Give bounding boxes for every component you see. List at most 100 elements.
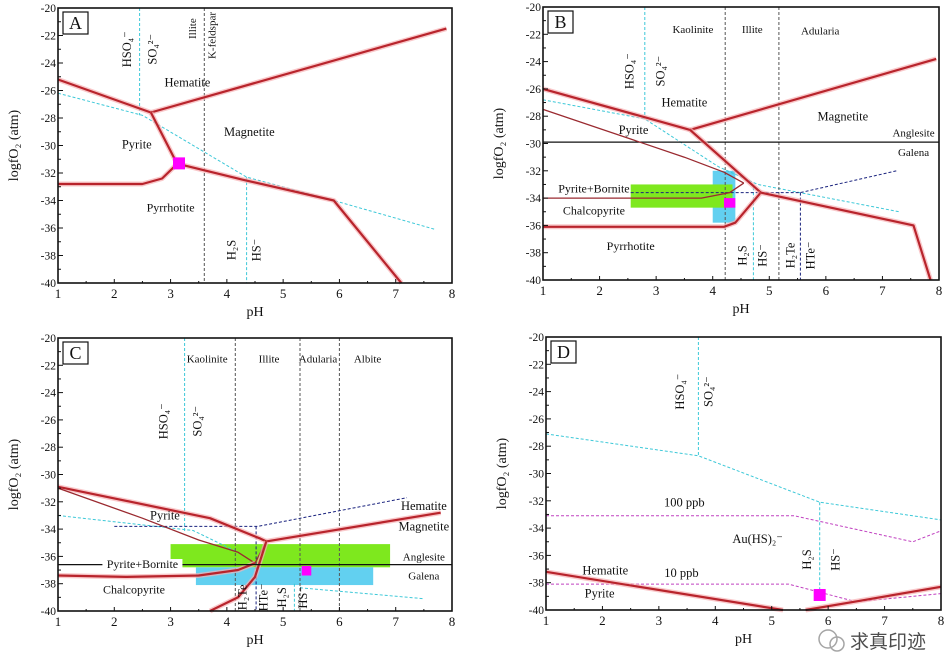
region-label: H₂S <box>736 245 750 265</box>
region-label: Magnetite <box>817 109 868 123</box>
region-label: Kaolinite <box>187 354 228 366</box>
y-tick-label: -26 <box>41 415 57 427</box>
region-label: HSO₄⁻ <box>673 374 687 410</box>
y-tick-label: -38 <box>529 578 545 590</box>
region-label: Magnetite <box>224 125 275 139</box>
region-label: Pyrite <box>122 137 152 151</box>
y-tick-label: -24 <box>529 387 545 399</box>
field-box <box>630 184 733 208</box>
boundary-line-red <box>149 111 178 163</box>
boundary-line-cyan <box>57 515 239 553</box>
wechat-icon-inner <box>829 636 845 652</box>
x-tick-label: 3 <box>656 613 663 628</box>
y-tick-label: -24 <box>526 57 542 69</box>
boundary-line-red <box>689 57 937 131</box>
region-label: K-feldspar <box>207 12 219 59</box>
panel-d: HSO₄⁻ SO₄²⁻ 100 ppb Au(HS)₂⁻ Hematite 10 ppb P… <box>495 332 944 647</box>
y-axis-label: logfO₂ (atm) <box>7 438 22 510</box>
x-tick-label: 4 <box>712 613 719 628</box>
region-label: HSO₄⁻ <box>623 53 637 89</box>
y-tick-label: -34 <box>526 193 542 205</box>
boundary-line-red <box>57 78 152 114</box>
x-tick-label: 4 <box>709 283 716 298</box>
boundary-line-red <box>175 162 403 284</box>
region-label: Illite <box>259 354 280 366</box>
y-tick-label: -24 <box>41 388 57 400</box>
plot-frame <box>542 6 940 281</box>
y-tick-label: -20 <box>529 332 545 344</box>
x-tick-label: 5 <box>280 614 287 629</box>
y-tick-label: -40 <box>41 606 57 618</box>
x-tick-label: 7 <box>881 613 888 628</box>
boundary-line-red <box>545 570 784 612</box>
y-tick-label: -40 <box>529 605 545 617</box>
panel-letter: A <box>69 13 82 33</box>
y-tick-label: -22 <box>41 31 57 43</box>
region-label: Pyrrhotite <box>147 201 195 215</box>
x-tick-label: 3 <box>167 286 174 301</box>
x-tick-label: 1 <box>55 286 62 301</box>
sample-marker <box>173 157 186 170</box>
boundary-line-red <box>689 129 762 194</box>
boundary-line-red <box>57 485 267 543</box>
y-tick-label: -20 <box>526 2 542 14</box>
region-label: Illite <box>742 24 763 36</box>
y-tick-label: -36 <box>529 550 545 562</box>
y-tick-label: -22 <box>526 29 542 41</box>
y-tick-label: -38 <box>41 251 57 263</box>
x-tick-label: 6 <box>336 286 343 301</box>
region-label: H₂Te <box>236 584 250 610</box>
y-tick-label: -28 <box>529 441 545 453</box>
x-tick-label: 3 <box>167 614 174 629</box>
y-tick-label: -22 <box>41 360 57 372</box>
region-label: Pyrite+Bornite <box>558 182 629 196</box>
boundary-line-redthin <box>542 108 745 184</box>
boundary-line-redthin <box>57 487 256 564</box>
y-tick-label: -32 <box>41 168 57 180</box>
x-axis-label: pH <box>732 302 749 317</box>
region-label: Pyrite <box>585 587 615 601</box>
region-label: Magnetite <box>399 519 450 533</box>
region-label: H₂Te <box>784 242 798 268</box>
y-tick-label: -26 <box>526 84 542 96</box>
watermark: 求真印迹 <box>818 629 926 653</box>
region-label: HS⁻ <box>755 244 769 267</box>
region-label: Pyrite+Bornite <box>107 557 178 571</box>
boundary-line-cyan <box>542 99 900 213</box>
y-tick-label: -40 <box>526 275 542 287</box>
x-tick-label: 5 <box>766 283 773 298</box>
y-tick-label: -28 <box>526 111 542 123</box>
region-label: Au(HS)₂⁻ <box>732 532 783 546</box>
x-tick-label: 8 <box>449 614 456 629</box>
boundary-line-red <box>760 191 932 281</box>
y-tick-label: -28 <box>41 113 57 125</box>
panel-letter: D <box>557 342 570 362</box>
boundary-line-red <box>266 511 441 543</box>
boundary-line-red <box>57 562 256 579</box>
x-tick-label: 8 <box>936 283 943 298</box>
region-label: Hematite <box>662 96 708 110</box>
x-tick-label: 1 <box>55 614 62 629</box>
boundary-line-red <box>150 27 447 114</box>
panel-c: Kaolinite Illite Adularia Albite HSO₄⁻ SO₄²⁻ H… <box>7 333 455 648</box>
region-label: HS⁻ <box>296 586 310 609</box>
label-background <box>102 559 183 574</box>
x-tick-label: 5 <box>280 286 287 301</box>
sample-marker <box>813 588 826 601</box>
y-tick-label: -32 <box>41 497 57 509</box>
region-label: HTe⁻ <box>804 241 818 269</box>
panel-b: Kaolinite Illite Adularia HSO₄⁻ SO₄²⁻ Hematit… <box>492 2 942 317</box>
y-tick-label: -36 <box>526 220 542 232</box>
region-label: Chalcopyrite <box>563 203 625 217</box>
boundary-line-cyan <box>299 587 424 600</box>
y-tick-label: -20 <box>41 3 57 15</box>
panel-letter-box <box>547 10 574 34</box>
boundary-line-red <box>543 191 762 228</box>
region-label: HS⁻ <box>250 239 264 262</box>
y-tick-label: -34 <box>41 196 57 208</box>
region-label: 100 ppb <box>664 495 705 509</box>
panel-letter-box <box>62 11 89 35</box>
region-label: H₂S <box>275 587 289 607</box>
y-tick-label: -26 <box>41 86 57 98</box>
boundary-line-red <box>805 585 942 612</box>
